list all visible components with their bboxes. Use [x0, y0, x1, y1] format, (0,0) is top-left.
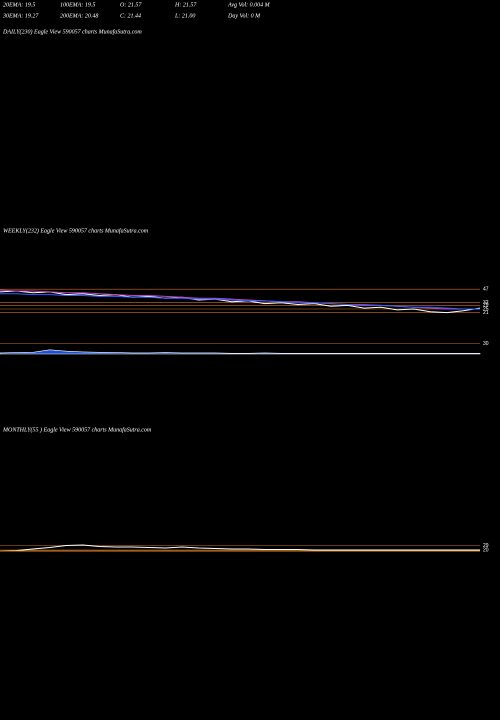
y-tick-label: 29 — [483, 303, 489, 309]
line — [0, 293, 480, 310]
y-tick-label: 21 — [483, 310, 489, 316]
panel-label: MONTHLY(55 ) Eagle View 590057 charts Mu… — [2, 426, 152, 433]
line — [0, 544, 480, 552]
y-tick-label: 29 — [483, 543, 489, 549]
stat: Day Vol: 0 M — [227, 13, 261, 19]
line — [0, 290, 481, 314]
area — [0, 349, 481, 355]
stat: 30EMA: 19.27 — [2, 13, 39, 19]
panel-label: DAILY(230) Eagle View 590057 charts Muna… — [2, 28, 142, 35]
y-tick-label: 20 — [483, 547, 489, 553]
stat: C: 21.44 — [120, 12, 141, 19]
y-tick-label: 32 — [483, 300, 489, 306]
stat: L: 21.00 — [174, 13, 195, 19]
stat: H: 21.57 — [174, 2, 197, 8]
y-tick-label: 47 — [483, 287, 489, 293]
stat: O: 21.57 — [120, 2, 142, 8]
y-tick-label: 30 — [483, 341, 489, 347]
panel-label: WEEKLY(232) Eagle View 590057 charts Mun… — [3, 227, 149, 234]
stat: 200EMA: 20.48 — [60, 12, 98, 19]
stat: 20EMA: 19.5 — [3, 2, 35, 8]
y-tick-label: 25 — [483, 306, 489, 312]
stat: 100EMA: 19.5 — [60, 2, 95, 8]
line — [0, 289, 480, 310]
stat: Avg Vol: 0.004 M — [227, 1, 271, 8]
